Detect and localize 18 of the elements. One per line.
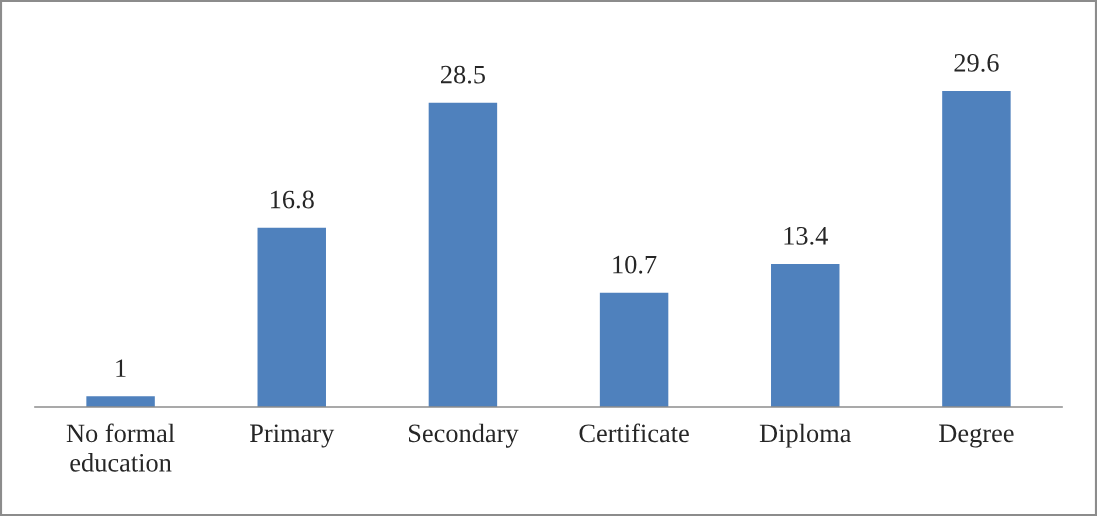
bar — [257, 227, 326, 407]
data-label: 29.6 — [954, 54, 999, 72]
data-label: 28.5 — [440, 65, 485, 84]
x-tick-label: Primary — [250, 424, 335, 448]
x-tick-label: Diploma — [759, 423, 852, 448]
x-tick-label: Degree — [939, 424, 1014, 448]
bar — [942, 91, 1011, 407]
data-label: 1 — [116, 359, 126, 377]
data-label: 10.7 — [613, 255, 657, 274]
bar — [599, 292, 669, 407]
bar — [86, 396, 155, 407]
data-label: 16.8 — [270, 190, 314, 209]
data-label: 13.4 — [784, 226, 828, 245]
bar — [428, 102, 498, 407]
x-tick-label: Secondary — [408, 423, 519, 448]
bar — [771, 263, 840, 407]
x-tick-label: No formal education — [66, 423, 175, 472]
x-tick-label: Certificate — [579, 423, 689, 443]
